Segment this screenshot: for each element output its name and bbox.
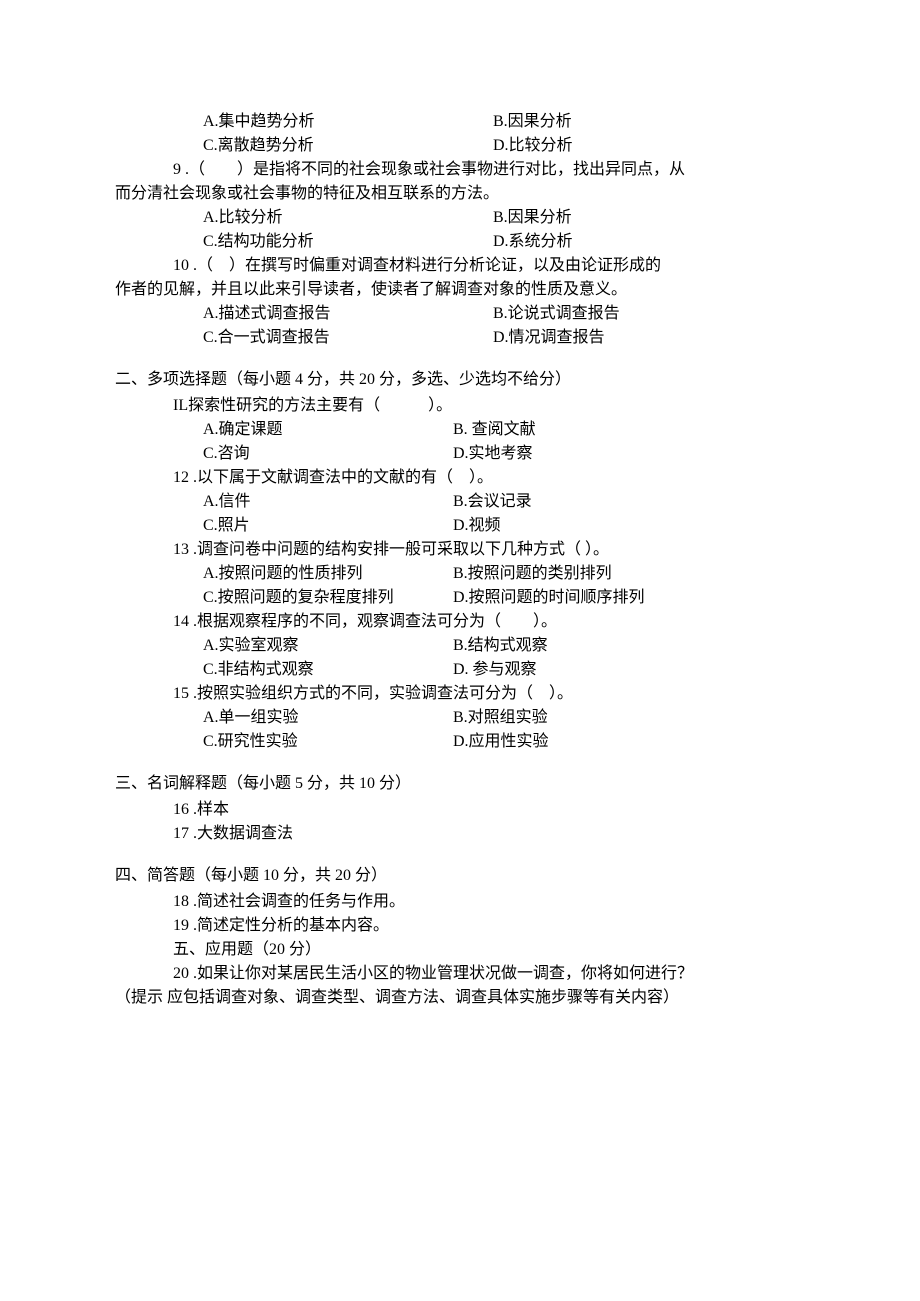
q17-text: 17 .大数据调查法	[115, 822, 805, 846]
q15-option-d: D.应用性实验	[453, 730, 805, 754]
q15-option-b: B.对照组实验	[453, 706, 805, 730]
q10-option-a: A.描述式调查报告	[203, 302, 493, 326]
q9-option-a: A.比较分析	[203, 206, 493, 230]
q12-option-c: C.照片	[203, 514, 453, 538]
q15-options-row-1: A.单一组实验 B.对照组实验	[115, 706, 805, 730]
q10-option-c: C.合一式调查报告	[203, 326, 493, 350]
q8-option-c: C.离散趋势分析	[203, 134, 493, 158]
section5-title: 五、应用题（20 分）	[115, 938, 805, 962]
section3-title: 三、名词解释题（每小题 5 分，共 10 分）	[115, 772, 805, 796]
q10-option-b: B.论说式调查报告	[493, 302, 805, 326]
q16-text: 16 .样本	[115, 798, 805, 822]
q12-option-d: D.视频	[453, 514, 805, 538]
q12-options-row-2: C.照片 D.视频	[115, 514, 805, 538]
q11-stem: IL探索性研究的方法主要有（ ）。	[115, 394, 805, 418]
q18-text: 18 .简述社会调查的任务与作用。	[115, 890, 805, 914]
q8-option-d: D.比较分析	[493, 134, 805, 158]
q11-option-a: A.确定课题	[203, 418, 453, 442]
q9-stem-line2: 而分清社会现象或社会事物的特征及相互联系的方法。	[115, 182, 805, 206]
q14-stem: 14 .根据观察程序的不同，观察调查法可分为（ ）。	[115, 610, 805, 634]
q15-stem: 15 .按照实验组织方式的不同，实验调查法可分为（ ）。	[115, 682, 805, 706]
q13-option-b: B.按照问题的类别排列	[453, 562, 805, 586]
q10-options-row-1: A.描述式调查报告 B.论说式调查报告	[115, 302, 805, 326]
q12-option-a: A.信件	[203, 490, 453, 514]
q14-option-c: C.非结构式观察	[203, 658, 453, 682]
q11-option-c: C.咨询	[203, 442, 453, 466]
q11-option-d: D.实地考察	[453, 442, 805, 466]
q12-options-row-1: A.信件 B.会议记录	[115, 490, 805, 514]
q9-stem-line1: 9 .（ ）是指将不同的社会现象或社会事物进行对比，找出异同点，从	[115, 158, 805, 182]
q13-option-a: A.按照问题的性质排列	[203, 562, 453, 586]
q14-option-b: B.结构式观察	[453, 634, 805, 658]
q9-options-row-1: A.比较分析 B.因果分析	[115, 206, 805, 230]
q10-option-d: D.情况调查报告	[493, 326, 805, 350]
q15-option-c: C.研究性实验	[203, 730, 453, 754]
q13-options-row-1: A.按照问题的性质排列 B.按照问题的类别排列	[115, 562, 805, 586]
q11-option-b: B. 查阅文献	[453, 418, 805, 442]
section2-title: 二、多项选择题（每小题 4 分，共 20 分，多选、少选均不给分）	[115, 368, 805, 392]
q9-option-d: D.系统分析	[493, 230, 805, 254]
q12-option-b: B.会议记录	[453, 490, 805, 514]
q8-options-row-1: A.集中趋势分析 B.因果分析	[115, 110, 805, 134]
q13-option-d: D.按照问题的时间顺序排列	[453, 586, 805, 610]
q12-stem: 12 .以下属于文献调查法中的文献的有（ ）。	[115, 466, 805, 490]
q15-options-row-2: C.研究性实验 D.应用性实验	[115, 730, 805, 754]
q14-options-row-2: C.非结构式观察 D. 参与观察	[115, 658, 805, 682]
q15-option-a: A.单一组实验	[203, 706, 453, 730]
q9-options-row-2: C.结构功能分析 D.系统分析	[115, 230, 805, 254]
q8-options-row-2: C.离散趋势分析 D.比较分析	[115, 134, 805, 158]
q9-option-c: C.结构功能分析	[203, 230, 493, 254]
q13-stem: 13 .调查问卷中问题的结构安排一般可采取以下几种方式（ ）。	[115, 538, 805, 562]
q10-stem-line1: 10 .（ ）在撰写时偏重对调查材料进行分析论证，以及由论证形成的	[115, 254, 805, 278]
q11-options-row-2: C.咨询 D.实地考察	[115, 442, 805, 466]
q13-option-c: C.按照问题的复杂程度排列	[203, 586, 453, 610]
q8-option-a: A.集中趋势分析	[203, 110, 493, 134]
q20-text: 20 .如果让你对某居民生活小区的物业管理状况做一调查，你将如何进行？	[115, 962, 805, 986]
q10-options-row-2: C.合一式调查报告 D.情况调查报告	[115, 326, 805, 350]
q8-option-b: B.因果分析	[493, 110, 805, 134]
q9-option-b: B.因果分析	[493, 206, 805, 230]
q13-options-row-2: C.按照问题的复杂程度排列 D.按照问题的时间顺序排列	[115, 586, 805, 610]
q14-option-d: D. 参与观察	[453, 658, 805, 682]
q11-options-row-1: A.确定课题 B. 查阅文献	[115, 418, 805, 442]
section4-title: 四、简答题（每小题 10 分，共 20 分）	[115, 864, 805, 888]
q14-options-row-1: A.实验室观察 B.结构式观察	[115, 634, 805, 658]
q19-text: 19 .简述定性分析的基本内容。	[115, 914, 805, 938]
q20-hint: （提示 应包括调查对象、调查类型、调查方法、调查具体实施步骤等有关内容）	[115, 986, 805, 1010]
q10-stem-line2: 作者的见解，并且以此来引导读者，使读者了解调查对象的性质及意义。	[115, 278, 805, 302]
q14-option-a: A.实验室观察	[203, 634, 453, 658]
